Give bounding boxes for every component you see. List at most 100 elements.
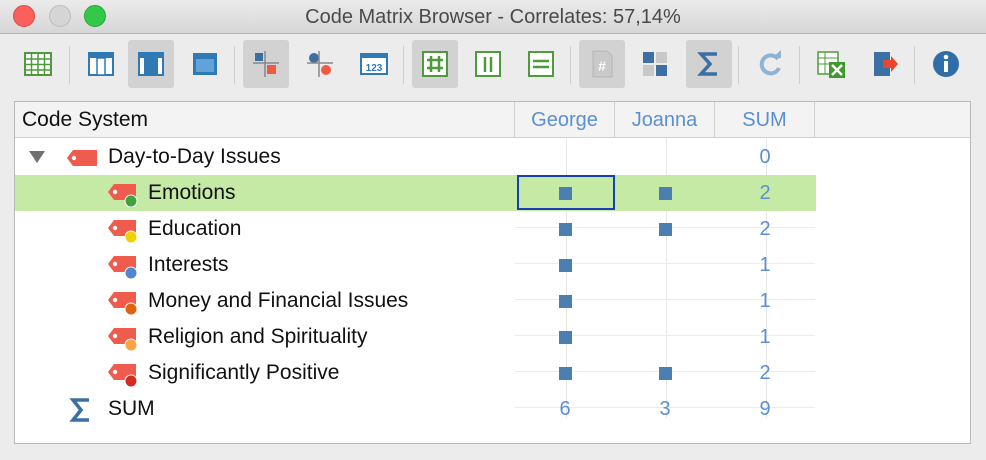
- layout-column-icon: [88, 52, 114, 76]
- layout-center-button[interactable]: [128, 40, 174, 88]
- excel-export-button[interactable]: [808, 40, 854, 88]
- export-button[interactable]: [862, 40, 908, 88]
- binary-grid-button[interactable]: [632, 40, 678, 88]
- layout-center-icon: [138, 52, 164, 76]
- squares-icon: [253, 51, 279, 77]
- code-tag-icon: [108, 292, 138, 315]
- cell-joanna[interactable]: [616, 319, 714, 355]
- sum-value: 0: [759, 146, 771, 168]
- sum-value: 1: [759, 326, 771, 348]
- layout-full-button[interactable]: [182, 40, 228, 88]
- rows-button[interactable]: [518, 40, 564, 88]
- table-view-button[interactable]: [15, 40, 61, 88]
- columns-button[interactable]: [465, 40, 511, 88]
- cell-joanna[interactable]: [616, 175, 714, 211]
- table-row-money-and-financial-issues[interactable]: Money and Financial Issues 1: [15, 283, 816, 319]
- zoom-window-button[interactable]: [84, 5, 106, 27]
- cell-george[interactable]: [516, 247, 614, 283]
- coded-mark: [559, 331, 572, 344]
- close-window-button[interactable]: [13, 5, 35, 27]
- cell-george[interactable]: [516, 355, 614, 391]
- table-row-sum: SUM 6 3 9: [15, 391, 816, 427]
- code-label: Money and Financial Issues: [148, 289, 409, 312]
- sum-value: 2: [759, 362, 771, 384]
- code-label: Interests: [148, 253, 229, 276]
- code-tag-icon: [108, 220, 138, 243]
- sum-george: 6: [559, 398, 571, 420]
- window-title: Code Matrix Browser - Correlates: 57,14%: [305, 6, 681, 28]
- table-row-interests[interactable]: Interests 1: [15, 247, 816, 283]
- cell-george[interactable]: [516, 211, 614, 247]
- cell-george[interactable]: [516, 319, 614, 355]
- coded-mark: [559, 367, 572, 380]
- cell-joanna[interactable]: [616, 355, 714, 391]
- header-column-george[interactable]: George: [515, 102, 615, 138]
- header-column-sum[interactable]: SUM: [715, 102, 815, 138]
- symbol-squares-button[interactable]: [243, 40, 289, 88]
- columns-icon: [475, 51, 501, 77]
- info-icon: [933, 51, 959, 77]
- svg-text:123: 123: [366, 63, 383, 74]
- table-row-religion-and-spirituality[interactable]: Religion and Spirituality 1: [15, 319, 816, 355]
- code-label: Religion and Spirituality: [148, 325, 368, 348]
- coded-mark: [559, 295, 572, 308]
- code-label: Day-to-Day Issues: [108, 145, 281, 168]
- cell-george[interactable]: [516, 283, 614, 319]
- table-row-emotions[interactable]: Emotions 2: [15, 175, 816, 211]
- binary-grid-icon: [643, 52, 667, 76]
- sigma-icon: [697, 52, 717, 76]
- refresh-icon: [759, 50, 781, 76]
- hash-doc-icon: #: [592, 50, 613, 78]
- sum-label: SUM: [108, 397, 155, 420]
- coded-mark: [659, 223, 672, 236]
- layout-full-icon: [193, 53, 217, 75]
- title-bar: Code Matrix Browser - Correlates: 57,14%: [0, 0, 986, 34]
- export-icon: [874, 52, 898, 76]
- sum-total: 9: [759, 398, 771, 420]
- code-tag-icon: [108, 184, 138, 207]
- coded-mark: [659, 367, 672, 380]
- sum-value: 2: [759, 218, 771, 240]
- code-tag-icon: [108, 364, 138, 387]
- grid-hash-button[interactable]: [412, 40, 458, 88]
- expand-triangle-icon[interactable]: [29, 151, 45, 163]
- header-code-system[interactable]: Code System: [15, 102, 515, 138]
- numbers-123-icon: 123: [360, 53, 388, 75]
- toolbar: 123 #: [0, 34, 986, 98]
- code-label: Significantly Positive: [148, 361, 340, 384]
- table-row-significantly-positive[interactable]: Significantly Positive 2: [15, 355, 816, 391]
- excel-export-icon: [817, 51, 845, 78]
- grid-hash-icon: [422, 51, 448, 77]
- cell-george[interactable]: [516, 175, 614, 211]
- code-label: Emotions: [148, 181, 236, 204]
- code-tag-icon: [108, 256, 138, 279]
- svg-text:#: #: [598, 58, 606, 74]
- rows-icon: [528, 51, 554, 77]
- cell-joanna[interactable]: [616, 211, 714, 247]
- sum-value: 1: [759, 290, 771, 312]
- table-row-education[interactable]: Education 2: [15, 211, 816, 247]
- header-column-joanna[interactable]: Joanna: [615, 102, 715, 138]
- code-tag-icon: [67, 150, 97, 166]
- table-icon: [24, 52, 52, 76]
- coded-mark: [559, 223, 572, 236]
- hash-doc-button[interactable]: #: [579, 40, 625, 88]
- table-row-day-to-day-issues[interactable]: Day-to-Day Issues 0: [15, 139, 816, 175]
- numbers-button[interactable]: 123: [351, 40, 397, 88]
- cell-joanna[interactable]: [616, 283, 714, 319]
- coded-mark: [659, 187, 672, 200]
- minimize-window-button[interactable]: [49, 5, 71, 27]
- symbol-circles-button[interactable]: [297, 40, 343, 88]
- coded-mark: [559, 259, 572, 272]
- sum-value: 1: [759, 254, 771, 276]
- info-button[interactable]: [923, 40, 969, 88]
- cell-joanna[interactable]: [616, 247, 714, 283]
- layout-column-button[interactable]: [78, 40, 124, 88]
- sigma-button[interactable]: [686, 40, 732, 88]
- sigma-icon: [69, 398, 89, 422]
- sum-value: 2: [759, 182, 771, 204]
- sum-joanna: 3: [659, 398, 671, 420]
- refresh-button[interactable]: [747, 40, 793, 88]
- code-label: Education: [148, 217, 242, 240]
- table-header: Code System George Joanna SUM: [15, 102, 970, 138]
